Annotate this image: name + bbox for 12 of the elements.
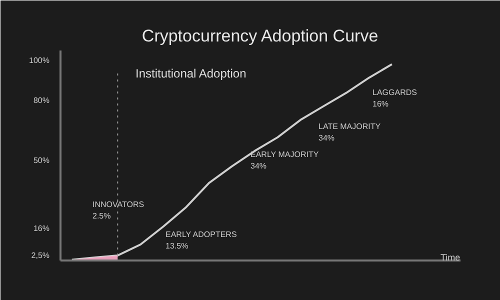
annotation: EARLY ADOPTERS 13.5% xyxy=(166,230,237,250)
annotation: LATE MAJORITY 34% xyxy=(318,122,382,142)
y-tick-label: 2,5% xyxy=(31,251,50,260)
annotation: LAGGARDS 16% xyxy=(372,88,417,108)
y-tick-label: 100% xyxy=(29,56,50,65)
chart-title: Cryptocurrency Adoption Curve xyxy=(142,26,378,46)
text: Time xyxy=(440,252,460,262)
annotation: Institutional Adoption xyxy=(136,66,246,80)
y-tick-label: 50% xyxy=(33,156,50,165)
y-tick-label: 80% xyxy=(33,96,50,105)
y-tick-label: 16% xyxy=(33,224,50,233)
annotation: INNOVATORS 2.5% xyxy=(92,200,144,220)
